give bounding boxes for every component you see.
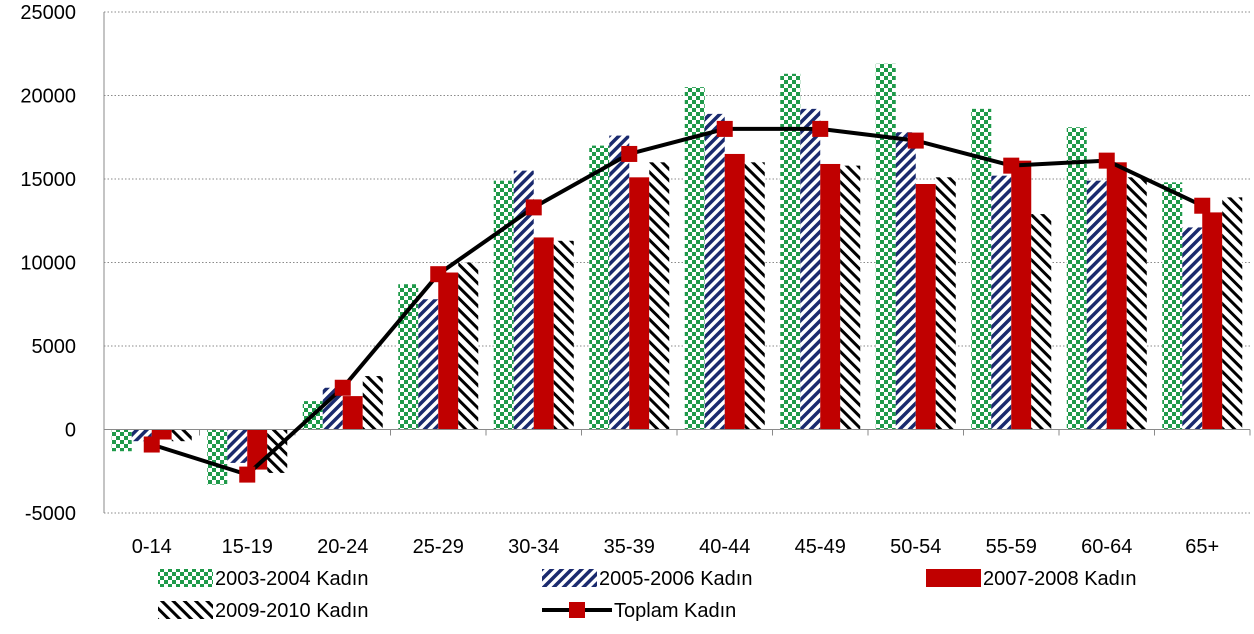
bar-2009-2010-kad-n-40-44 (744, 162, 765, 430)
legend-swatch (542, 569, 597, 587)
x-tick-label-35-39: 35-39 (604, 536, 655, 558)
bar-2007-2008-kad-n-50-54 (915, 184, 936, 430)
bar-2003-2004-kad-n-65 (1162, 182, 1183, 430)
bar-2009-2010-kad-n-0-14 (171, 429, 192, 442)
bar-2007-2008-kad-n-40-44 (724, 153, 745, 430)
marker-toplam-kad-n-60-64 (1098, 152, 1115, 169)
bar-2007-2008-kad-n-30-34 (533, 237, 554, 430)
bar-2005-2006-kad-n-30-34 (513, 170, 534, 430)
x-tick-label-50-54: 50-54 (890, 536, 941, 558)
bar-2007-2008-kad-n-45-49 (820, 163, 841, 430)
bar-2007-2008-kad-n-25-29 (438, 272, 459, 430)
bar-2005-2006-kad-n-45-49 (800, 108, 821, 430)
bar-2003-2004-kad-n-55-59 (971, 108, 992, 430)
legend-item-2009-2010-kad-n: 2009-2010 Kadın (158, 600, 368, 622)
marker-toplam-kad-n-45-49 (812, 120, 829, 137)
bar-2009-2010-kad-n-25-29 (458, 262, 479, 430)
bar-2009-2010-kad-n-65 (1222, 197, 1243, 430)
marker-toplam-kad-n-25-29 (430, 266, 447, 283)
line-layer (143, 120, 1211, 483)
bar-2003-2004-kad-n-15-19 (207, 429, 228, 485)
bar-2007-2008-kad-n-35-39 (629, 177, 650, 430)
bar-2005-2006-kad-n-0-14 (131, 429, 152, 442)
y-tick-label: -5000 (25, 503, 76, 525)
marker-toplam-kad-n-20-24 (334, 379, 351, 396)
bar-2005-2006-kad-n-65 (1182, 227, 1203, 430)
bar-2007-2008-kad-n-20-24 (342, 396, 363, 430)
bar-2009-2010-kad-n-35-39 (649, 162, 670, 430)
legend-label: 2003-2004 Kadın (215, 568, 368, 590)
bar-2009-2010-kad-n-60-64 (1126, 177, 1147, 430)
bar-2003-2004-kad-n-50-54 (875, 63, 896, 430)
legend-label: Toplam Kadın (614, 600, 736, 622)
bar-2007-2008-kad-n-0-14 (151, 429, 172, 440)
y-tick-label: 10000 (20, 253, 76, 275)
bar-2005-2006-kad-n-40-44 (704, 113, 725, 430)
axis-layer: -5000 0 5000 10000 15000 20000 25000 0-14 15-19 2… (20, 2, 1251, 558)
legend-item-2003-2004-kad-n: 2003-2004 Kadın (158, 568, 368, 590)
x-tick-label-15-19: 15-19 (222, 536, 273, 558)
legend-swatch (926, 569, 981, 587)
x-tick-label-0-14: 0-14 (132, 536, 172, 558)
bar-2009-2010-kad-n-20-24 (362, 376, 383, 430)
bar-2007-2008-kad-n-65 (1202, 212, 1223, 430)
bar-2003-2004-kad-n-0-14 (111, 429, 132, 452)
x-tick-label-30-34: 30-34 (508, 536, 559, 558)
marker-toplam-kad-n-55-59 (1003, 157, 1020, 174)
x-tick-label-60-64: 60-64 (1081, 536, 1132, 558)
legend-item-2005-2006-kad-n: 2005-2006 Kadın (542, 568, 752, 590)
legend-label: 2005-2006 Kadın (599, 568, 752, 590)
legend-swatch (158, 601, 213, 619)
bar-2005-2006-kad-n-60-64 (1086, 180, 1107, 430)
x-tick-label-65: 65+ (1185, 536, 1219, 558)
line-toplam-kad-n (151, 126, 1204, 477)
x-tick-label-25-29: 25-29 (413, 536, 464, 558)
marker-toplam-kad-n-0-14 (143, 436, 160, 453)
y-tick-label: 5000 (32, 336, 77, 358)
legend-swatch (158, 569, 213, 587)
bar-2003-2004-kad-n-40-44 (684, 87, 705, 430)
legend-label: 2009-2010 Kadın (215, 600, 368, 622)
y-tick-label: 0 (65, 420, 76, 442)
bar-2009-2010-kad-n-50-54 (935, 177, 956, 430)
x-tick-label-45-49: 45-49 (795, 536, 846, 558)
bar-2003-2004-kad-n-25-29 (398, 284, 419, 430)
bars-layer (111, 63, 1243, 485)
legend-label: 2007-2008 Kadın (983, 568, 1136, 590)
bar-2005-2006-kad-n-15-19 (227, 429, 248, 463)
bar-2009-2010-kad-n-45-49 (840, 165, 861, 430)
bar-2009-2010-kad-n-55-59 (1031, 214, 1052, 430)
bar-2003-2004-kad-n-35-39 (589, 145, 610, 430)
bar-2003-2004-kad-n-45-49 (780, 73, 801, 430)
marker-toplam-kad-n-30-34 (525, 199, 542, 216)
bar-2007-2008-kad-n-55-59 (1011, 160, 1032, 430)
bar-2005-2006-kad-n-20-24 (322, 387, 343, 430)
bar-2003-2004-kad-n-30-34 (493, 180, 514, 430)
x-tick-label-55-59: 55-59 (986, 536, 1037, 558)
y-tick-label: 15000 (20, 169, 76, 191)
marker-toplam-kad-n-65 (1194, 197, 1211, 214)
y-tick-label: 25000 (20, 2, 76, 24)
x-tick-label-20-24: 20-24 (317, 536, 368, 558)
marker-toplam-kad-n-50-54 (907, 132, 924, 149)
bar-2009-2010-kad-n-30-34 (553, 240, 574, 430)
marker-toplam-kad-n-35-39 (621, 145, 638, 162)
bar-2003-2004-kad-n-60-64 (1066, 127, 1087, 430)
bar-2007-2008-kad-n-60-64 (1106, 162, 1127, 430)
bar-2005-2006-kad-n-35-39 (609, 135, 630, 430)
y-tick-label: 20000 (20, 86, 76, 108)
bar-2005-2006-kad-n-50-54 (895, 132, 916, 430)
legend-swatch-marker (569, 602, 585, 618)
legend-item-2007-2008-kad-n: 2007-2008 Kadın (926, 568, 1136, 590)
legend-item-toplam-kad-n: Toplam Kadın (542, 600, 736, 622)
marker-toplam-kad-n-15-19 (239, 466, 256, 483)
marker-toplam-kad-n-40-44 (716, 120, 733, 137)
bar-2005-2006-kad-n-25-29 (418, 299, 439, 430)
bar-2005-2006-kad-n-55-59 (991, 175, 1012, 430)
legend: 2003-2004 Kadın 2005-2006 Kadın 2007-2008 … (158, 568, 1136, 622)
x-tick-label-40-44: 40-44 (699, 536, 750, 558)
